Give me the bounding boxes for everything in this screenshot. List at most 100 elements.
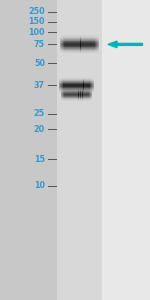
- Bar: [73, 97, 74, 98]
- Bar: [95, 39, 96, 40]
- Bar: [90, 39, 91, 40]
- Bar: [77, 86, 78, 87]
- Bar: [62, 52, 63, 53]
- Bar: [73, 93, 74, 94]
- Bar: [88, 49, 89, 50]
- Bar: [90, 96, 91, 97]
- Bar: [79, 80, 80, 81]
- Bar: [90, 89, 91, 90]
- Bar: [87, 48, 88, 49]
- Bar: [68, 91, 69, 92]
- Bar: [86, 99, 87, 100]
- Bar: [64, 46, 65, 47]
- Bar: [80, 84, 81, 85]
- Bar: [75, 82, 76, 83]
- Bar: [90, 90, 91, 91]
- Bar: [72, 77, 73, 78]
- Bar: [61, 87, 62, 88]
- Bar: [72, 98, 73, 99]
- Bar: [93, 90, 94, 91]
- Bar: [69, 93, 70, 94]
- Bar: [69, 41, 70, 42]
- Bar: [91, 83, 92, 84]
- Bar: [88, 93, 89, 94]
- Bar: [67, 52, 68, 53]
- Bar: [73, 46, 74, 47]
- Bar: [86, 38, 87, 39]
- Bar: [61, 50, 62, 51]
- Bar: [68, 36, 69, 37]
- Bar: [75, 93, 76, 94]
- Bar: [75, 88, 76, 89]
- Bar: [67, 85, 68, 86]
- Bar: [70, 50, 71, 51]
- Bar: [81, 37, 82, 38]
- Bar: [84, 50, 85, 51]
- Bar: [81, 40, 82, 41]
- Bar: [91, 39, 92, 40]
- Bar: [61, 94, 62, 95]
- Bar: [92, 82, 93, 83]
- Bar: [60, 50, 61, 51]
- Bar: [64, 49, 65, 50]
- Bar: [91, 92, 92, 93]
- Bar: [90, 47, 91, 48]
- Bar: [88, 86, 89, 87]
- Bar: [82, 88, 83, 89]
- Bar: [69, 49, 70, 50]
- Bar: [68, 99, 69, 100]
- Bar: [94, 38, 95, 39]
- Bar: [78, 87, 79, 88]
- Bar: [62, 81, 63, 82]
- Bar: [60, 84, 61, 85]
- Bar: [87, 88, 88, 89]
- Bar: [95, 35, 96, 36]
- Bar: [79, 91, 80, 92]
- Bar: [79, 92, 80, 93]
- Bar: [67, 89, 68, 90]
- Bar: [93, 79, 94, 80]
- Bar: [67, 87, 68, 88]
- Bar: [64, 52, 65, 53]
- Bar: [67, 39, 68, 40]
- Bar: [78, 90, 79, 91]
- Bar: [94, 40, 95, 41]
- Bar: [67, 48, 68, 49]
- Bar: [96, 38, 97, 39]
- Bar: [82, 44, 83, 45]
- Bar: [77, 92, 78, 93]
- Bar: [86, 90, 87, 91]
- Bar: [82, 92, 83, 93]
- Bar: [75, 98, 76, 99]
- Bar: [78, 85, 79, 86]
- Bar: [72, 92, 73, 93]
- Bar: [85, 41, 86, 42]
- Bar: [76, 90, 77, 91]
- Bar: [86, 36, 87, 37]
- Bar: [90, 42, 91, 43]
- Bar: [75, 96, 76, 97]
- Bar: [75, 97, 76, 98]
- Bar: [65, 41, 66, 42]
- Bar: [65, 96, 66, 97]
- Bar: [93, 80, 94, 81]
- Bar: [84, 95, 85, 96]
- Bar: [87, 37, 88, 38]
- Bar: [81, 96, 82, 97]
- Bar: [88, 90, 89, 91]
- Bar: [66, 40, 67, 41]
- Bar: [75, 48, 76, 49]
- Bar: [84, 44, 85, 45]
- Bar: [72, 99, 73, 100]
- Bar: [85, 93, 86, 94]
- Bar: [86, 95, 87, 96]
- Bar: [92, 84, 93, 85]
- Bar: [63, 83, 64, 84]
- Bar: [89, 36, 90, 37]
- Bar: [60, 81, 61, 82]
- Bar: [86, 99, 87, 100]
- Bar: [68, 100, 69, 101]
- Bar: [70, 86, 71, 87]
- Bar: [69, 85, 70, 86]
- Bar: [91, 48, 92, 49]
